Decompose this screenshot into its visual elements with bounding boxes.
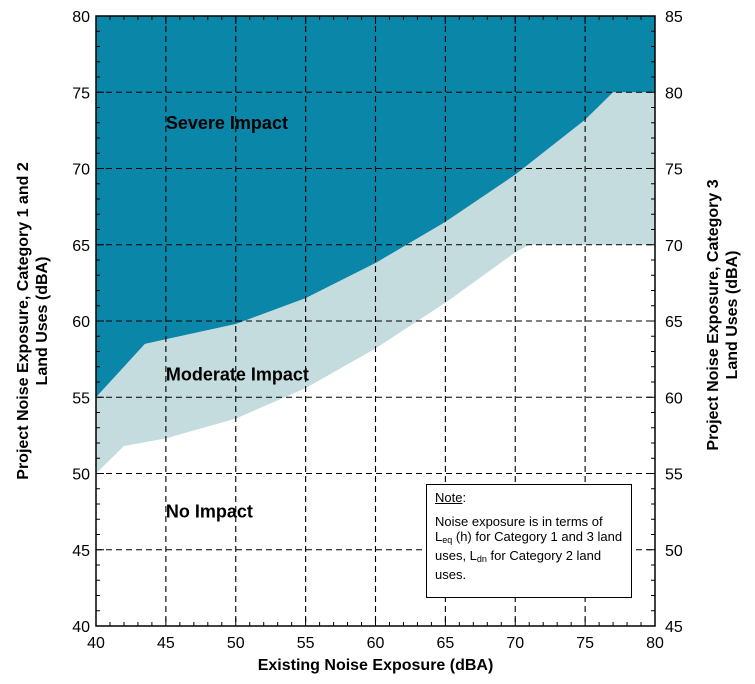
note-text-part: Noise exposure is in terms of L	[435, 514, 603, 544]
x-tick-label: 55	[297, 635, 315, 652]
x-tick-label: 40	[87, 635, 105, 652]
y-tick-label-right: 60	[665, 390, 683, 407]
y-tick-label-right: 75	[665, 162, 683, 179]
x-tick-label: 45	[157, 635, 175, 652]
y-tick-label-left: 75	[72, 85, 90, 102]
y-axis-title-right-line: Land Uses (dBA)	[724, 251, 741, 380]
severe-impact-label: Severe Impact	[166, 113, 288, 133]
y-axis-title-right-line: Project Noise Exposure, Category 3	[705, 179, 722, 450]
y-tick-label-right: 70	[665, 238, 683, 255]
note-colon: :	[462, 490, 467, 505]
axis-titles: Existing Noise Exposure (dBA) Project Noi…	[15, 162, 741, 674]
y-tick-label-left: 40	[72, 619, 90, 636]
x-tick-label: 50	[227, 635, 245, 652]
axis-ticks: 40 45 50 55 60 65 70 75 804045505560657075804550…	[72, 9, 683, 652]
y-axis-title-left-line: Land Uses (dBA)	[34, 257, 51, 386]
note-text-part: for Category 2 land uses.	[435, 548, 602, 582]
note-title: Note	[435, 490, 463, 505]
note-text: Noise exposure is in terms of Leq (h) fo…	[435, 514, 623, 582]
moderate-impact-label: Moderate Impact	[166, 364, 309, 384]
y-tick-label-left: 55	[72, 390, 90, 407]
note-subscript-eq: eq	[442, 535, 453, 545]
x-axis-title: Existing Noise Exposure (dBA)	[258, 657, 494, 674]
y-tick-label-left: 60	[72, 314, 90, 331]
y-tick-label-right: 45	[665, 619, 683, 636]
note-box: Note: Noise exposure is in terms of Leq …	[426, 484, 632, 598]
note-subscript-dn: dn	[476, 554, 487, 564]
region-labels: Severe Impact Moderate Impact No Impact	[166, 113, 309, 522]
y-tick-label-left: 70	[72, 162, 90, 179]
y-tick-label-right: 65	[665, 314, 683, 331]
x-tick-label: 60	[367, 635, 385, 652]
x-tick-label: 75	[576, 635, 594, 652]
y-tick-label-right: 80	[665, 85, 683, 102]
note-text-part: (h) for Category 1 and 3 land uses, L	[435, 529, 623, 563]
y-tick-label-right: 55	[665, 467, 683, 484]
y-axis-title-left-line: Project Noise Exposure, Category 1 and 2	[15, 162, 32, 480]
no-impact-label: No Impact	[166, 502, 253, 522]
x-tick-label: 80	[646, 635, 664, 652]
y-axis-title-left: Project Noise Exposure, Category 1 and 2…	[15, 162, 51, 480]
x-tick-label: 65	[436, 635, 454, 652]
y-tick-label-left: 50	[72, 467, 90, 484]
y-tick-label-left: 65	[72, 238, 90, 255]
x-tick-label: 70	[506, 635, 524, 652]
y-tick-label-right: 85	[665, 9, 683, 26]
grid-lines	[96, 16, 655, 626]
y-tick-label-left: 80	[72, 9, 90, 26]
y-axis-title-right: Project Noise Exposure, Category 3 Land U…	[705, 179, 741, 450]
y-tick-label-left: 45	[72, 543, 90, 560]
y-tick-label-right: 50	[665, 543, 683, 560]
